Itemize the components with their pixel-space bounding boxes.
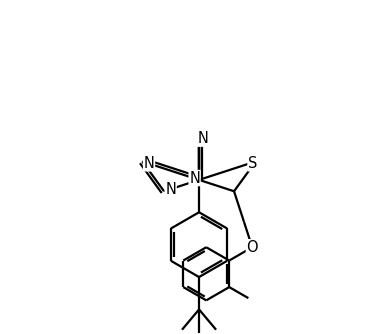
Text: N: N xyxy=(144,156,155,171)
Text: N: N xyxy=(165,182,176,197)
Text: O: O xyxy=(246,240,258,255)
Text: S: S xyxy=(248,156,258,171)
Text: N: N xyxy=(189,171,200,186)
Text: N: N xyxy=(197,131,208,146)
